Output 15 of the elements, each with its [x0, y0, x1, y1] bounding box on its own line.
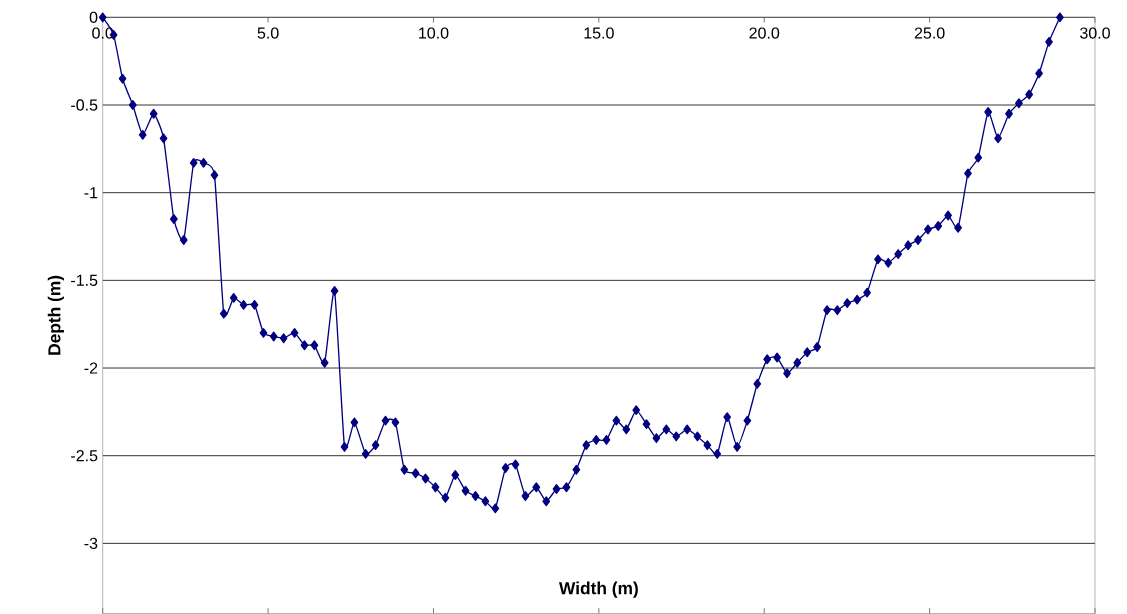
x-tick-label: 5.0	[257, 27, 279, 39]
x-tick-label: 20.0	[749, 27, 780, 39]
y-tick-label: -2.5	[71, 449, 98, 462]
x-axis-title: Width (m)	[558, 581, 638, 598]
y-tick-label: -1.5	[71, 274, 98, 286]
y-tick-label: -1	[84, 187, 98, 199]
y-tick-label: -3	[84, 537, 98, 549]
x-tick-label: 25.0	[914, 27, 945, 39]
y-tick-label: -2	[84, 362, 98, 374]
x-tick-label: 15.0	[584, 27, 614, 39]
x-tick-label: 10.0	[419, 27, 449, 39]
x-tick-label: 30.0	[1080, 27, 1110, 39]
y-tick-label: 0	[89, 11, 98, 23]
y-tick-label: -0.5	[71, 99, 98, 111]
y-axis-title: Depth (m)	[47, 275, 64, 355]
